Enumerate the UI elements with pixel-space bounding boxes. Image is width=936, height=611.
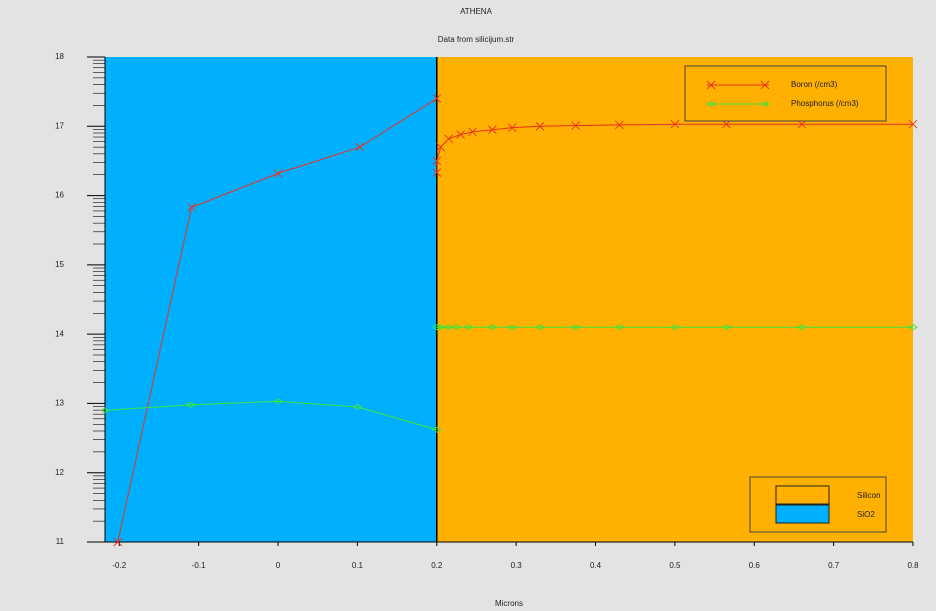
- marker: [722, 119, 731, 129]
- y-tick-label: 13: [55, 399, 64, 408]
- x-axis-label: Microns: [495, 599, 523, 608]
- y-tick-label: 16: [55, 191, 64, 200]
- x-tick-label: 0.2: [431, 561, 443, 570]
- marker: [487, 324, 498, 331]
- marker: [436, 142, 446, 152]
- marker: [488, 125, 497, 135]
- region: [436, 57, 913, 542]
- x-tick-label: -0.2: [112, 561, 126, 570]
- y-tick-label: 17: [55, 121, 64, 130]
- marker: [431, 324, 442, 331]
- marker: [355, 142, 365, 152]
- marker: [570, 324, 581, 331]
- marker: [187, 203, 196, 212]
- x-tick-label: 0: [276, 561, 281, 570]
- region: [105, 57, 437, 542]
- marker: [721, 324, 732, 331]
- marker: [706, 80, 716, 90]
- region-swatch: [775, 485, 830, 505]
- marker: [431, 426, 442, 433]
- marker: [432, 94, 442, 103]
- marker: [571, 121, 580, 130]
- marker: [507, 324, 518, 331]
- marker: [535, 121, 545, 131]
- x-tick-label: 0.5: [669, 561, 681, 570]
- marker: [908, 119, 918, 129]
- x-tick-label: 0.4: [590, 561, 602, 570]
- marker: [432, 168, 442, 178]
- marker: [760, 80, 770, 90]
- marker: [100, 407, 110, 414]
- marker: [273, 398, 283, 405]
- y-tick-label: 12: [55, 468, 64, 477]
- y-tick-label: 14: [55, 329, 64, 338]
- x-tick-label: 0.8: [907, 561, 919, 570]
- x-tick-label: 0.6: [749, 561, 761, 570]
- marker: [352, 403, 363, 410]
- chart-subtitle: Data from silicijum.str: [438, 35, 515, 44]
- marker: [670, 119, 680, 129]
- marker: [535, 324, 545, 331]
- marker: [615, 120, 624, 130]
- x-tick-label: 0.7: [828, 561, 840, 570]
- region-label: SiO2: [857, 510, 875, 519]
- marker: [432, 156, 442, 166]
- x-tick-label: 0.3: [511, 561, 523, 570]
- marker: [908, 324, 918, 331]
- marker: [670, 324, 680, 331]
- y-tick-label: 11: [56, 537, 65, 546]
- x-tick-label: -0.1: [192, 561, 206, 570]
- marker: [451, 324, 462, 331]
- y-tick-label: 18: [55, 52, 64, 61]
- marker: [273, 169, 283, 178]
- marker: [444, 134, 453, 144]
- marker: [507, 123, 517, 132]
- marker: [185, 401, 196, 408]
- region-swatch: [775, 504, 830, 524]
- marker: [614, 324, 625, 331]
- y-tick-label: 15: [55, 260, 64, 269]
- x-tick-label: 0.1: [352, 561, 364, 570]
- marker: [797, 324, 807, 331]
- marker: [706, 100, 716, 108]
- marker: [468, 127, 477, 137]
- marker: [760, 100, 770, 108]
- marker: [113, 537, 123, 547]
- legend-label: Phosphorus (/cm3): [791, 99, 859, 108]
- marker: [463, 324, 474, 331]
- chart-title: ATHENA: [460, 7, 493, 16]
- marker: [456, 130, 465, 139]
- legend-box: [684, 65, 887, 122]
- legend-label: Boron (/cm3): [791, 80, 838, 89]
- marker: [797, 119, 807, 129]
- region-label: Silicon: [857, 491, 881, 500]
- series-line: [104, 326, 913, 431]
